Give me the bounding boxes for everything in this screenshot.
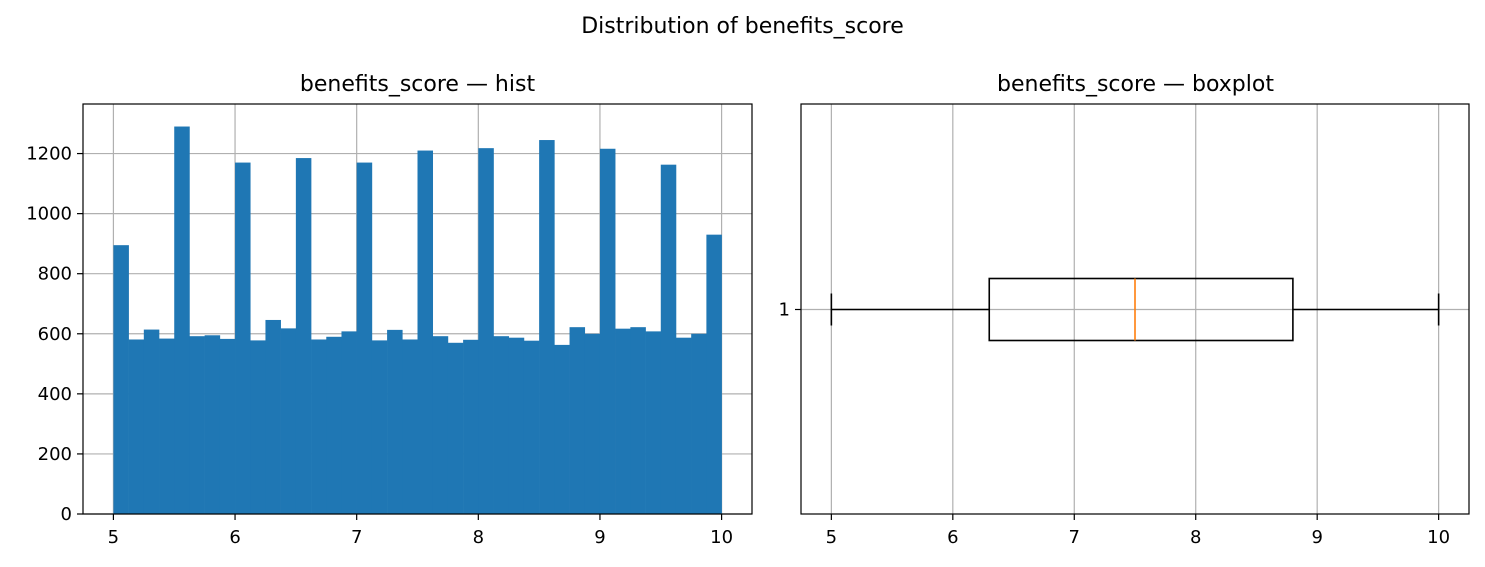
histogram-bar	[615, 328, 631, 514]
histogram-bar	[539, 140, 555, 515]
histogram-bar	[204, 335, 221, 514]
histogram-y-tick-label: 600	[38, 324, 72, 345]
histogram-y-tick-label: 1000	[26, 204, 72, 225]
histogram-bar	[706, 234, 722, 514]
histogram-bar	[326, 336, 342, 514]
histogram-bar	[235, 162, 251, 515]
histogram-y-tick-label: 800	[38, 264, 72, 285]
boxplot-x-tick-label: 5	[826, 527, 837, 548]
histogram-bar	[265, 319, 281, 514]
histogram-y-ticks: 0 200 400 600 800 1000 1200	[26, 144, 83, 525]
histogram-bar	[356, 162, 373, 515]
histogram-bar	[311, 339, 327, 514]
histogram-bar	[432, 336, 449, 514]
histogram-bar	[159, 338, 175, 514]
histogram-bar	[660, 164, 677, 514]
histogram-y-tick-label: 400	[38, 384, 72, 405]
histogram-bar	[189, 336, 205, 514]
histogram-bar	[143, 329, 160, 514]
boxplot-elements	[830, 277, 1440, 342]
boxplot-x-tick-label: 6	[947, 527, 958, 548]
histogram-axes: benefits_score — hist 5 6 7 8 9 10 0 200 400 600…	[26, 72, 753, 548]
histogram-x-tick-label: 9	[594, 527, 605, 548]
histogram-bar	[250, 340, 266, 514]
boxplot-x-tick-label: 10	[1427, 527, 1450, 548]
histogram-bar	[463, 339, 479, 514]
histogram-y-tick-label: 1200	[26, 144, 72, 165]
histogram-bar	[371, 340, 388, 514]
histogram-bar	[402, 339, 418, 514]
histogram-bar	[417, 150, 434, 515]
boxplot-y-ticks: 1	[779, 300, 801, 321]
histogram-bar	[295, 158, 312, 515]
histogram-bar	[341, 331, 357, 514]
histogram-bar	[447, 342, 464, 514]
boxplot-x-tick-label: 9	[1311, 527, 1322, 548]
boxplot-box	[988, 277, 1294, 342]
histogram-bar	[645, 331, 662, 514]
figure-suptitle: Distribution of benefits_score	[581, 14, 904, 39]
boxplot-x-tick-label: 8	[1190, 527, 1201, 548]
histogram-x-tick-label: 8	[473, 527, 484, 548]
histogram-bar	[219, 338, 236, 514]
histogram-x-tick-label: 5	[108, 527, 119, 548]
histogram-x-ticks: 5 6 7 8 9 10	[108, 514, 733, 548]
histogram-bar	[554, 344, 570, 514]
histogram-frame	[82, 103, 753, 515]
histogram-bar	[569, 327, 586, 514]
histogram-bar	[113, 245, 129, 514]
boxplot-frame	[800, 103, 1470, 515]
boxplot-x-ticks: 5 6 7 8 9 10	[826, 514, 1450, 548]
histogram-x-tick-label: 7	[351, 527, 362, 548]
histogram-bar	[478, 148, 494, 514]
histogram-bar	[128, 339, 145, 514]
histogram-y-tick-label: 0	[61, 504, 72, 525]
histogram-x-tick-label: 10	[710, 527, 733, 548]
histogram-bar	[174, 126, 190, 515]
boxplot-x-tick-label: 7	[1069, 527, 1080, 548]
histogram-bars	[113, 126, 722, 515]
histogram-title: benefits_score — hist	[300, 72, 536, 97]
histogram-bar	[508, 337, 525, 514]
histogram-x-tick-label: 6	[229, 527, 240, 548]
histogram-bar	[387, 329, 403, 514]
histogram-bar	[523, 340, 540, 514]
histogram-bar	[675, 337, 692, 514]
histogram-bar	[630, 327, 646, 514]
histogram-bar	[584, 333, 601, 514]
histogram-bar	[493, 336, 510, 514]
histogram-bar	[691, 333, 707, 514]
histogram-bar	[599, 148, 616, 514]
boxplot-title: benefits_score — boxplot	[997, 72, 1274, 97]
boxplot-axes: benefits_score — boxplot 5 6 7 8 9 10 1	[779, 72, 1470, 548]
histogram-bar	[280, 328, 297, 514]
histogram-y-tick-label: 200	[38, 444, 72, 465]
boxplot-y-tick-label: 1	[779, 300, 790, 321]
